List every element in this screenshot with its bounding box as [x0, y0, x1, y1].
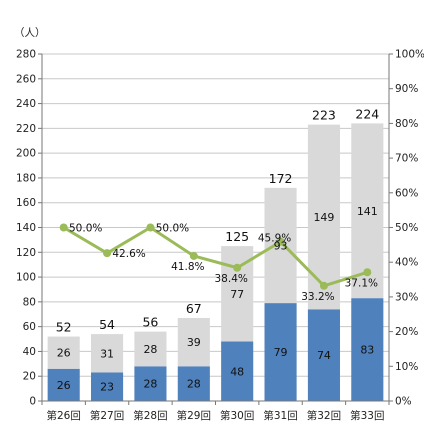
- rate-label: 50.0%: [69, 223, 102, 235]
- bar-segment-upper: [91, 334, 124, 373]
- y2-tick-label: 30%: [395, 291, 418, 303]
- bar-value-label: 28: [143, 378, 157, 391]
- bar-value-label: 79: [274, 346, 288, 359]
- bar-value-label: 48: [230, 365, 244, 378]
- y2-tick-label: 60%: [395, 187, 418, 199]
- rate-line-path: [62, 226, 368, 288]
- rate-point: [276, 237, 285, 246]
- rate-point: [319, 281, 328, 290]
- bar-total-label: 56: [142, 315, 158, 330]
- y2-tick-label: 50%: [395, 222, 418, 234]
- bar-segment-lower: [221, 341, 254, 401]
- x-tick-label: 第29回: [177, 409, 211, 422]
- bar-segment-lower: [351, 298, 384, 401]
- bar-value-label: 23: [100, 381, 114, 394]
- bar-total-label: 54: [99, 317, 115, 332]
- bar-segment-upper: [47, 336, 80, 369]
- rate-label: 41.8%: [171, 261, 204, 273]
- bar-value-label: 141: [357, 205, 378, 218]
- y-tick-label: 0: [29, 396, 36, 408]
- x-tick-label: 第28回: [133, 409, 167, 422]
- bar-total-label: 224: [355, 106, 379, 121]
- y2-tick-label: 10%: [395, 361, 418, 373]
- rate-point: [233, 263, 242, 272]
- bar-value-label: 31: [100, 347, 114, 360]
- bar-segment-lower: [264, 303, 297, 401]
- y-tick-label: 80: [23, 296, 36, 308]
- bar-total-label: 52: [56, 320, 72, 335]
- y-tick-label: 140: [16, 222, 36, 234]
- bar-total-label: 172: [269, 171, 293, 186]
- y2-tick-label: 0%: [395, 396, 412, 408]
- y-axis-unit-label: （人）: [14, 27, 46, 39]
- y-tick-label: 120: [16, 247, 36, 259]
- rate-point: [189, 251, 198, 260]
- rate-label: 42.6%: [112, 248, 145, 260]
- y2-tick-label: 80%: [395, 118, 418, 130]
- rate-point: [146, 223, 155, 232]
- y-tick-label: 220: [16, 123, 36, 135]
- y2-tick-label: 20%: [395, 326, 418, 338]
- bar-segment-upper: [307, 124, 340, 310]
- x-tick-label: 第27回: [90, 409, 124, 422]
- bar-value-label: 26: [57, 379, 71, 392]
- rate-label: 37.1%: [345, 277, 378, 289]
- bar-total-label: 125: [225, 229, 249, 244]
- y-tick-label: 280: [16, 49, 36, 61]
- rate-label: 33.2%: [301, 291, 334, 303]
- y-tick-label: 40: [23, 346, 36, 358]
- bar-segment-lower: [307, 309, 340, 401]
- rate-label: 50.0%: [156, 223, 189, 235]
- y2-tick-label: 90%: [395, 83, 418, 95]
- bar-value-label: 28: [187, 378, 201, 391]
- rate-line: [59, 223, 372, 290]
- y-tick-label: 100: [16, 272, 36, 284]
- bar-value-label: 39: [187, 336, 201, 349]
- axes: 0 20 40 60 80 100 120 140 160 180 200 220 240 260 280 0…: [16, 49, 424, 423]
- x-tick-label: 第33回: [350, 409, 384, 422]
- data-labels: 26 26 52 23 31 54 28 28 56 28 39 67 48 77 125 79 93 172 74…: [56, 106, 380, 393]
- y-tick-label: 180: [16, 172, 36, 184]
- y2-tick-label: 100%: [395, 49, 424, 61]
- y-tick-label: 200: [16, 148, 36, 160]
- y-tick-label: 260: [16, 73, 36, 85]
- x-tick-label: 第26回: [47, 409, 81, 422]
- x-tick-label: 第30回: [220, 409, 254, 422]
- y2-tick-label: 70%: [395, 153, 418, 165]
- x-tick-label: 第31回: [263, 409, 297, 422]
- bar-value-label: 74: [317, 349, 331, 362]
- bar-segment-lower: [47, 368, 80, 401]
- bar-segment-lower: [177, 366, 210, 401]
- bar-value-label: 28: [143, 343, 157, 356]
- bar-value-label: 83: [360, 344, 374, 357]
- rate-point: [363, 268, 372, 277]
- y-tick-label: 240: [16, 98, 36, 110]
- y-tick-label: 60: [23, 321, 36, 333]
- rate-point: [59, 223, 68, 232]
- bar-total-label: 67: [186, 301, 202, 316]
- y-tick-label: 20: [23, 371, 36, 383]
- bar-segment-lower: [91, 372, 124, 401]
- rate-label: 38.4%: [215, 273, 248, 285]
- bar-value-label: 77: [230, 288, 244, 301]
- y-tick-label: 160: [16, 197, 36, 209]
- bar-value-label: 149: [313, 211, 334, 224]
- bar-value-label: 93: [274, 239, 288, 252]
- y2-tick-label: 40%: [395, 257, 418, 269]
- x-tick-label: 第32回: [307, 409, 341, 422]
- bar-value-label: 26: [57, 347, 71, 360]
- bar-segment-upper: [177, 317, 210, 367]
- bar-total-label: 223: [312, 108, 336, 123]
- bar-segment-lower: [134, 366, 167, 401]
- rate-point: [103, 249, 112, 258]
- rate-label: 45.9%: [258, 233, 291, 245]
- bar-segment-upper: [134, 331, 167, 367]
